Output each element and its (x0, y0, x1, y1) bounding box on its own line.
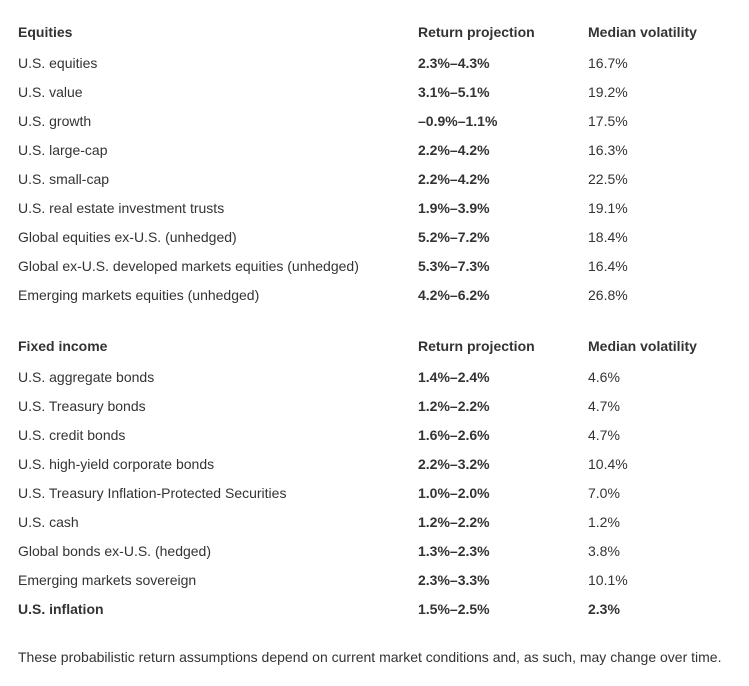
row-name: U.S. real estate investment trusts (18, 198, 418, 219)
table-row: Global equities ex-U.S. (unhedged)5.2%–7… (18, 223, 731, 252)
row-return: –0.9%–1.1% (418, 111, 588, 132)
row-name: U.S. inflation (18, 599, 418, 620)
fixed-income-header-volatility: Median volatility (588, 336, 728, 357)
fixed-income-header-return: Return projection (418, 336, 588, 357)
equities-header-row: Equities Return projection Median volati… (18, 18, 731, 49)
row-return: 4.2%–6.2% (418, 285, 588, 306)
fixed-income-rows: U.S. aggregate bonds1.4%–2.4%4.6%U.S. Tr… (18, 363, 731, 624)
row-return: 3.1%–5.1% (418, 82, 588, 103)
row-return: 1.0%–2.0% (418, 483, 588, 504)
equities-section: Equities Return projection Median volati… (18, 18, 731, 310)
fixed-income-header-name: Fixed income (18, 336, 418, 357)
row-return: 2.3%–4.3% (418, 53, 588, 74)
row-return: 1.6%–2.6% (418, 425, 588, 446)
row-return: 2.2%–3.2% (418, 454, 588, 475)
equities-header-return: Return projection (418, 22, 588, 43)
row-name: U.S. credit bonds (18, 425, 418, 446)
equities-header-volatility: Median volatility (588, 22, 728, 43)
fixed-income-section: Fixed income Return projection Median vo… (18, 332, 731, 624)
table-row: U.S. equities2.3%–4.3%16.7% (18, 49, 731, 78)
row-volatility: 7.0% (588, 483, 728, 504)
row-volatility: 2.3% (588, 599, 728, 620)
row-name: U.S. aggregate bonds (18, 367, 418, 388)
table-row: U.S. growth–0.9%–1.1%17.5% (18, 107, 731, 136)
table-row: U.S. Treasury bonds1.2%–2.2%4.7% (18, 392, 731, 421)
table-row: U.S. value3.1%–5.1%19.2% (18, 78, 731, 107)
row-volatility: 22.5% (588, 169, 728, 190)
row-return: 1.2%–2.2% (418, 396, 588, 417)
row-return: 1.9%–3.9% (418, 198, 588, 219)
equities-header-name: Equities (18, 22, 418, 43)
row-name: U.S. growth (18, 111, 418, 132)
row-volatility: 16.3% (588, 140, 728, 161)
row-return: 5.2%–7.2% (418, 227, 588, 248)
row-return: 1.2%–2.2% (418, 512, 588, 533)
row-name: Emerging markets equities (unhedged) (18, 285, 418, 306)
row-name: U.S. Treasury Inflation-Protected Securi… (18, 483, 418, 504)
row-return: 2.2%–4.2% (418, 140, 588, 161)
row-name: U.S. large-cap (18, 140, 418, 161)
row-name: Global bonds ex-U.S. (hedged) (18, 541, 418, 562)
table-row: U.S. small-cap2.2%–4.2%22.5% (18, 165, 731, 194)
row-name: Global ex-U.S. developed markets equitie… (18, 256, 418, 277)
table-row: U.S. inflation1.5%–2.5%2.3% (18, 595, 731, 624)
row-name: U.S. Treasury bonds (18, 396, 418, 417)
row-volatility: 4.6% (588, 367, 728, 388)
fixed-income-header-row: Fixed income Return projection Median vo… (18, 332, 731, 363)
row-name: U.S. small-cap (18, 169, 418, 190)
row-volatility: 18.4% (588, 227, 728, 248)
footnote: These probabilistic return assumptions d… (18, 646, 731, 668)
table-row: Global ex-U.S. developed markets equitie… (18, 252, 731, 281)
row-return: 1.3%–2.3% (418, 541, 588, 562)
table-row: Global bonds ex-U.S. (hedged)1.3%–2.3%3.… (18, 537, 731, 566)
row-volatility: 19.1% (588, 198, 728, 219)
row-return: 2.3%–3.3% (418, 570, 588, 591)
equities-rows: U.S. equities2.3%–4.3%16.7%U.S. value3.1… (18, 49, 731, 310)
row-volatility: 10.1% (588, 570, 728, 591)
row-volatility: 17.5% (588, 111, 728, 132)
row-name: Global equities ex-U.S. (unhedged) (18, 227, 418, 248)
row-return: 1.4%–2.4% (418, 367, 588, 388)
table-row: U.S. large-cap2.2%–4.2%16.3% (18, 136, 731, 165)
row-volatility: 26.8% (588, 285, 728, 306)
table-row: U.S. Treasury Inflation-Protected Securi… (18, 479, 731, 508)
row-volatility: 1.2% (588, 512, 728, 533)
row-volatility: 16.4% (588, 256, 728, 277)
row-return: 1.5%–2.5% (418, 599, 588, 620)
table-row: U.S. cash1.2%–2.2%1.2% (18, 508, 731, 537)
row-name: U.S. equities (18, 53, 418, 74)
table-row: U.S. credit bonds1.6%–2.6%4.7% (18, 421, 731, 450)
row-volatility: 4.7% (588, 396, 728, 417)
row-name: U.S. value (18, 82, 418, 103)
table-row: U.S. real estate investment trusts1.9%–3… (18, 194, 731, 223)
row-name: U.S. cash (18, 512, 418, 533)
row-return: 5.3%–7.3% (418, 256, 588, 277)
row-return: 2.2%–4.2% (418, 169, 588, 190)
row-name: Emerging markets sovereign (18, 570, 418, 591)
table-row: Emerging markets sovereign2.3%–3.3%10.1% (18, 566, 731, 595)
table-row: U.S. aggregate bonds1.4%–2.4%4.6% (18, 363, 731, 392)
row-volatility: 19.2% (588, 82, 728, 103)
table-row: Emerging markets equities (unhedged)4.2%… (18, 281, 731, 310)
row-volatility: 16.7% (588, 53, 728, 74)
row-volatility: 4.7% (588, 425, 728, 446)
row-name: U.S. high-yield corporate bonds (18, 454, 418, 475)
row-volatility: 10.4% (588, 454, 728, 475)
row-volatility: 3.8% (588, 541, 728, 562)
table-row: U.S. high-yield corporate bonds2.2%–3.2%… (18, 450, 731, 479)
